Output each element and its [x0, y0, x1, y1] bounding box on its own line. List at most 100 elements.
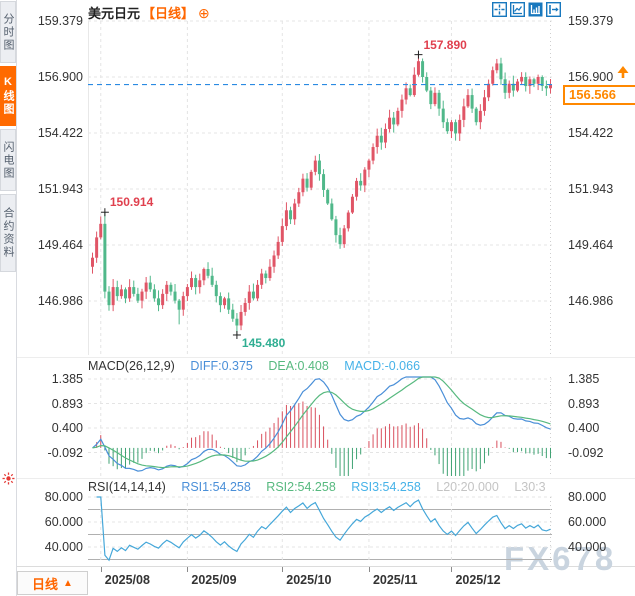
candle[interactable]: [297, 187, 301, 207]
candle[interactable]: [350, 194, 354, 214]
add-indicator-icon[interactable]: ⊕: [198, 5, 210, 21]
candle[interactable]: [326, 188, 330, 205]
candles-series[interactable]: [91, 54, 552, 335]
candle[interactable]: [91, 252, 94, 274]
candle[interactable]: [544, 80, 548, 96]
candle[interactable]: [231, 303, 235, 322]
candle[interactable]: [206, 262, 210, 279]
candle[interactable]: [338, 227, 342, 249]
candle[interactable]: [227, 292, 231, 314]
candle[interactable]: [363, 167, 367, 193]
candle[interactable]: [371, 143, 375, 165]
candle[interactable]: [223, 296, 227, 309]
candle[interactable]: [536, 74, 540, 91]
candle[interactable]: [445, 118, 449, 134]
candle[interactable]: [313, 155, 317, 176]
candle[interactable]: [466, 89, 470, 108]
candle[interactable]: [462, 98, 466, 128]
scroll-to-latest-icon[interactable]: [615, 64, 631, 80]
candle[interactable]: [334, 215, 338, 243]
candle[interactable]: [190, 271, 194, 290]
candle[interactable]: [515, 78, 519, 93]
candle[interactable]: [260, 268, 264, 289]
candle[interactable]: [478, 104, 482, 130]
candle[interactable]: [367, 158, 371, 178]
candle[interactable]: [256, 280, 260, 301]
candle[interactable]: [437, 89, 441, 116]
candle[interactable]: [458, 114, 462, 141]
candle[interactable]: [301, 173, 305, 197]
candle[interactable]: [140, 288, 144, 309]
macd-chart[interactable]: [88, 375, 552, 478]
candle[interactable]: [383, 123, 387, 149]
candle[interactable]: [425, 72, 429, 93]
candle[interactable]: [412, 67, 416, 97]
candle[interactable]: [309, 169, 313, 191]
candle[interactable]: [280, 218, 284, 247]
candle[interactable]: [152, 284, 156, 302]
sidebar-tab-lightning[interactable]: 闪电图: [0, 129, 16, 191]
candle[interactable]: [482, 89, 486, 116]
candle[interactable]: [202, 267, 206, 286]
crosshair-icon[interactable]: [491, 1, 508, 18]
candle[interactable]: [495, 58, 499, 74]
candle[interactable]: [247, 285, 251, 310]
candle[interactable]: [194, 274, 198, 295]
candle[interactable]: [181, 291, 185, 316]
candle[interactable]: [284, 202, 288, 231]
candle[interactable]: [524, 72, 528, 92]
candle[interactable]: [103, 212, 107, 299]
candle[interactable]: [433, 87, 437, 107]
candle[interactable]: [359, 173, 363, 191]
candle[interactable]: [499, 57, 503, 85]
candle[interactable]: [379, 127, 383, 150]
candle[interactable]: [169, 282, 173, 296]
candle[interactable]: [400, 94, 404, 118]
candle[interactable]: [276, 236, 280, 259]
candle[interactable]: [317, 153, 321, 181]
candle[interactable]: [388, 109, 392, 133]
candle[interactable]: [404, 82, 408, 105]
candle[interactable]: [441, 100, 445, 129]
candle[interactable]: [421, 58, 425, 83]
candle[interactable]: [124, 287, 128, 304]
candle[interactable]: [322, 169, 326, 197]
candle[interactable]: [474, 106, 478, 126]
candle[interactable]: [128, 279, 132, 302]
candle[interactable]: [520, 72, 524, 85]
candle[interactable]: [487, 79, 491, 102]
rsi-chart[interactable]: [88, 495, 552, 565]
candle[interactable]: [99, 216, 103, 240]
indicator-panel-icon[interactable]: [528, 2, 543, 17]
candle[interactable]: [454, 119, 458, 141]
candle[interactable]: [239, 305, 243, 331]
candle[interactable]: [132, 280, 136, 297]
candle[interactable]: [330, 198, 334, 221]
candle[interactable]: [503, 72, 507, 99]
candle[interactable]: [449, 120, 453, 139]
candle[interactable]: [532, 77, 536, 88]
period-selector[interactable]: 日线 ▲: [17, 571, 88, 595]
candle[interactable]: [272, 250, 276, 273]
candle[interactable]: [243, 298, 247, 316]
candle[interactable]: [198, 273, 202, 294]
candle[interactable]: [185, 284, 189, 302]
sidebar-tab-contract-info[interactable]: 合约资料: [0, 194, 16, 272]
candle[interactable]: [157, 290, 161, 312]
candle[interactable]: [346, 210, 350, 232]
candle[interactable]: [218, 292, 222, 313]
candle[interactable]: [408, 84, 412, 97]
candle[interactable]: [210, 267, 214, 287]
candle[interactable]: [95, 231, 99, 263]
candle[interactable]: [251, 283, 255, 301]
candle[interactable]: [214, 280, 218, 303]
candle[interactable]: [507, 80, 511, 99]
candle[interactable]: [115, 280, 119, 301]
candle[interactable]: [107, 286, 111, 311]
candle[interactable]: [136, 287, 140, 304]
candle[interactable]: [470, 88, 474, 113]
candle[interactable]: [293, 198, 297, 225]
settings-icon[interactable]: [2, 472, 15, 485]
candle[interactable]: [491, 66, 495, 86]
candle[interactable]: [144, 276, 148, 299]
